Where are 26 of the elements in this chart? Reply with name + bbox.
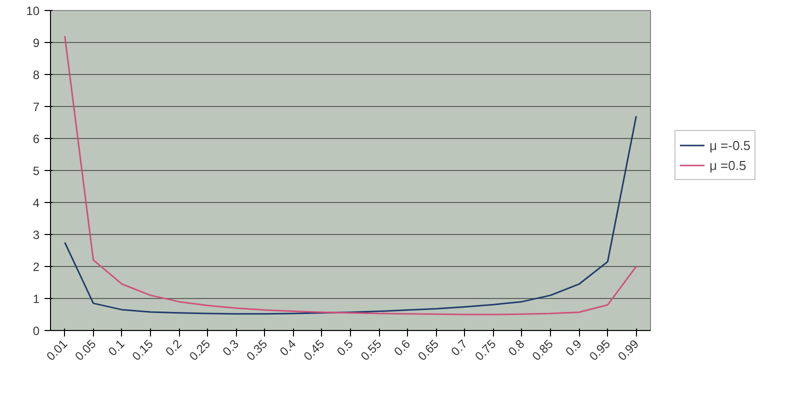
y-tick-label: 1 (32, 292, 40, 306)
y-tick-label: 8 (32, 68, 40, 82)
line-series (64, 115, 637, 315)
x-tick-label: 0.99 (615, 336, 642, 364)
x-tick-label: 0.9 (562, 336, 585, 359)
x-tick-label: 0.6 (391, 336, 414, 359)
y-tick-label: 9 (32, 36, 40, 50)
x-tick-label: 0.3 (220, 336, 242, 359)
legend-label: μ =-0.5 (709, 138, 751, 152)
x-tick-label: 0.01 (44, 336, 70, 364)
y-tick-label: 3 (32, 228, 40, 242)
line-series (64, 35, 637, 316)
x-tick-label: 0.2 (162, 336, 185, 359)
x-tick-label: 0.5 (334, 336, 356, 359)
y-tick-label: 10 (26, 4, 40, 18)
x-tick-label: 0.7 (448, 336, 470, 359)
y-tick-label: 5 (32, 164, 40, 178)
y-tick-label: 4 (32, 196, 40, 210)
legend-label: μ =0.5 (709, 158, 746, 172)
x-tick-label: 0.8 (506, 336, 528, 359)
x-tick-label: 0.1 (106, 336, 128, 359)
y-tick-label: 0 (32, 324, 40, 338)
y-tick-label: 6 (32, 132, 40, 146)
y-tick-label: 2 (32, 260, 40, 274)
y-tick-label: 7 (32, 100, 40, 114)
x-tick-label: 0.4 (276, 336, 299, 359)
